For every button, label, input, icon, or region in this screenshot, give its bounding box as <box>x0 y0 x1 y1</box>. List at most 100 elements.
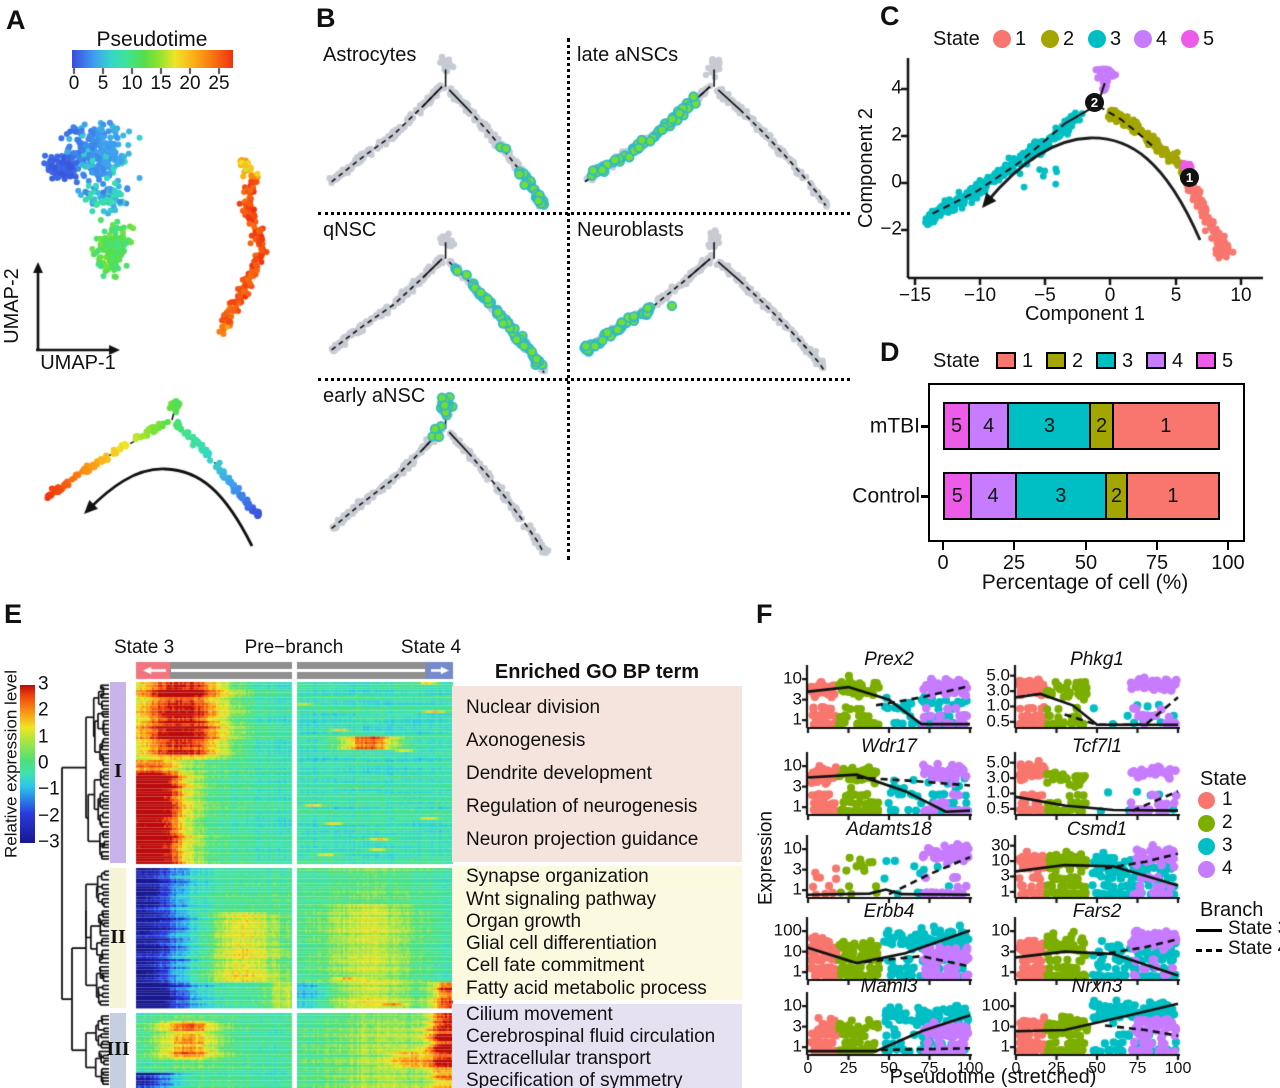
f-gene-title: Prex2 <box>864 649 914 670</box>
go-term: Regulation of neurogenesis <box>466 796 698 817</box>
e-colorbar-tick-label: 3 <box>38 673 49 695</box>
f-y-tick-label: 10 <box>783 668 802 688</box>
f-legend-state-label: 3 <box>1222 835 1233 856</box>
f-y-tick-label: 5.0 <box>986 665 1010 685</box>
d-legend-title: State <box>933 350 980 372</box>
d-x-tick <box>1156 542 1158 550</box>
subpanel-title-neuroblasts: Neuroblasts <box>577 219 684 241</box>
c-legend-state-label: 4 <box>1156 28 1168 50</box>
f-gene-title: Csmd1 <box>1066 819 1128 840</box>
e-branch-label-state3: State 3 <box>114 637 175 658</box>
e-go-box-II: Synapse organization Wnt signaling pathwa… <box>452 866 742 1000</box>
f-legend-state-label: 4 <box>1222 858 1233 879</box>
d-row-tick <box>921 425 929 428</box>
d-x-tick <box>1085 542 1087 550</box>
e-colorbar-label: Relative expression level <box>1 669 21 859</box>
f-y-tick-label: 1 <box>792 879 802 899</box>
panel-d-frame <box>928 383 1245 542</box>
go-term: Wnt signaling pathway <box>466 888 657 910</box>
panel-e-label: E <box>4 599 23 629</box>
d-x-tick-label: 50 <box>1074 552 1098 574</box>
f-x-tick-label: 0 <box>803 1060 813 1077</box>
c-x-tick-label: 10 <box>1230 285 1252 306</box>
f-gene-title: Nrxn3 <box>1071 976 1123 997</box>
f-legend-state-title: State <box>1200 768 1247 790</box>
f-y-tick-label: 1 <box>792 709 802 729</box>
bar-segment-state-3: 3 <box>1007 402 1092 450</box>
f-gene-title: Maml3 <box>860 976 918 997</box>
c-legend-state-label: 3 <box>1110 28 1122 50</box>
pseudotime-tick-label: 5 <box>97 73 109 94</box>
f-y-tick-label: 1 <box>792 1036 802 1056</box>
c-branch-badge-1: 1 <box>1180 168 1199 187</box>
e-branch-label-prebranch: Pre−branch <box>244 637 344 658</box>
c-legend-state-dot <box>1088 30 1106 48</box>
e-colorbar-tick-label: 1 <box>38 726 49 748</box>
f-y-tick-label: 100 <box>981 995 1010 1015</box>
e-cluster-band-I <box>110 682 126 863</box>
f-gene-title: Tcf7l1 <box>1072 736 1122 757</box>
f-y-tick-label: 10 <box>991 850 1010 870</box>
f-y-tick-label: 10 <box>783 941 802 961</box>
d-legend-state-swatch <box>1196 352 1216 369</box>
f-legend-branch-label: State 3 <box>1228 918 1280 939</box>
subpanel-title-qnsc: qNSC <box>323 219 377 241</box>
pseudotime-tick-label: 0 <box>68 73 80 94</box>
d-x-tick-label: 100 <box>1211 552 1245 574</box>
f-x-tick-label: 25 <box>1047 1060 1066 1077</box>
umap-x-axis-label: UMAP-1 <box>40 352 116 374</box>
f-legend-branch-title: Branch <box>1200 899 1264 921</box>
f-x-tick-label: 75 <box>920 1060 939 1077</box>
f-legend-branch-solid-line <box>1196 929 1222 932</box>
f-y-tick-label: 5.0 <box>986 752 1010 772</box>
c-x-tick-label: 5 <box>1170 285 1182 306</box>
panel-b-vertical-divider <box>567 38 570 560</box>
bar-segment-state-2: 2 <box>1089 402 1114 450</box>
f-y-tick-label: 100 <box>773 920 802 940</box>
panel-a-label: A <box>6 5 26 35</box>
go-term: Cerebrospinal fluid circulation <box>466 1026 716 1047</box>
c-x-tick-label: −10 <box>963 285 997 306</box>
bar-segment-state-1: 1 <box>1125 472 1220 520</box>
f-gene-title: Erbb4 <box>863 901 915 922</box>
pseudotime-tick-label: 25 <box>208 73 230 94</box>
c-y-tick-label: 2 <box>891 124 902 146</box>
c-legend-state-label: 1 <box>1015 28 1027 50</box>
f-y-tick-label: 3 <box>792 859 802 879</box>
d-x-tick-label: 25 <box>1002 552 1026 574</box>
go-term: Synapse organization <box>466 866 649 888</box>
f-gene-title: Phkg1 <box>1070 649 1124 670</box>
f-x-tick-label: 50 <box>880 1060 898 1077</box>
f-y-tick-label: 1 <box>792 961 802 981</box>
f-y-tick-label: 10 <box>783 755 802 775</box>
f-x-tick-label: 50 <box>1088 1060 1106 1077</box>
f-x-tick-label: 100 <box>956 1060 984 1077</box>
c-y-tick-label: −2 <box>880 218 902 240</box>
e-go-box-I: Nuclear division Axonogenesis Dendrite dev… <box>452 686 742 862</box>
c-y-tick-label: 0 <box>891 171 902 193</box>
pseudotime-tick-label: 10 <box>121 73 143 94</box>
f-y-tick-label: 3 <box>1000 941 1010 961</box>
c-legend-state-dot <box>1181 30 1199 48</box>
subpanel-title-late-anscs: late aNSCs <box>577 44 679 66</box>
c-legend-state-dot <box>1134 30 1152 48</box>
go-term: Cilium movement <box>466 1004 613 1025</box>
d-legend-state-swatch <box>996 352 1016 369</box>
f-legend-branch-label: State 4 <box>1228 938 1280 959</box>
d-x-axis-label: Percentage of cell (%) <box>981 571 1189 594</box>
go-term: Neuron projection guidance <box>466 829 699 850</box>
go-term: Organ growth <box>466 910 582 932</box>
f-x-tick-label: 75 <box>1128 1060 1147 1077</box>
f-y-tick-label: 1.0 <box>986 783 1010 803</box>
d-x-tick-label: 0 <box>937 552 949 574</box>
go-term: Axonogenesis <box>466 730 586 751</box>
pseudotime-tick-label: 15 <box>150 73 172 94</box>
d-x-tick <box>1013 542 1015 550</box>
f-y-tick-label: 3 <box>792 776 802 796</box>
e-cluster-numeral: III <box>106 1038 130 1060</box>
e-colorbar-tick-label: 2 <box>38 699 49 721</box>
f-y-tick-label: 30 <box>991 835 1010 855</box>
d-row-label: Control <box>852 484 920 508</box>
d-row-label: mTBI <box>869 414 920 438</box>
f-x-tick-label: 100 <box>1164 1060 1192 1077</box>
